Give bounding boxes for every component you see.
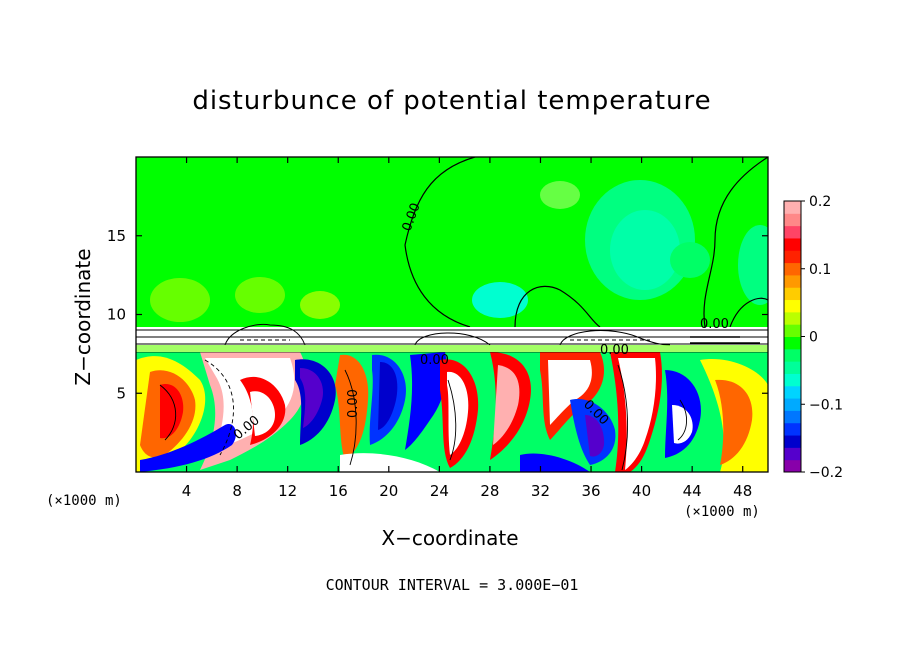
x-tick-label: 20 — [379, 482, 398, 500]
colorbar-swatch — [784, 348, 801, 362]
x-tick-label: 44 — [683, 482, 702, 500]
x-tick-label: 48 — [733, 482, 752, 500]
y-axis-unit: (×1000 m) — [46, 493, 122, 509]
contour-label: 0.00 — [420, 353, 449, 368]
colorbar-tick-label: 0.2 — [809, 194, 831, 210]
chart-title: disturbunce of potential temperature — [192, 86, 712, 116]
interface-band — [136, 323, 768, 352]
colorbar-swatch — [784, 385, 801, 399]
colorbar-swatch — [784, 274, 801, 288]
contour-labels: 0.000.000.000.000.000.00 0.00 — [231, 201, 729, 443]
colorbar-swatch — [784, 447, 801, 461]
lower-field — [136, 352, 768, 472]
colorbar-tick-label: 0 — [809, 330, 818, 346]
colorbar-swatch — [784, 398, 801, 411]
colorbar-tick-label: 0.1 — [809, 262, 831, 278]
colorbar-swatch — [784, 237, 801, 251]
colorbar-swatch — [784, 422, 801, 436]
colorbar-swatch — [784, 324, 801, 337]
colorbar-swatch — [784, 262, 801, 276]
colorbar-swatch — [784, 435, 801, 448]
colorbar-swatch — [784, 299, 801, 313]
y-axis-label: Z−coordinate — [71, 248, 95, 386]
colorbar-swatch — [784, 225, 801, 239]
x-tick-label: 24 — [430, 482, 449, 500]
x-axis-label: X−coordinate — [381, 526, 519, 550]
x-axis: 4 8 12 16 20 24 28 32 36 40 44 48 — [182, 157, 752, 500]
x-tick-label: 32 — [531, 482, 550, 500]
contour-label: 0.00 — [600, 343, 629, 358]
colorbar-swatch — [784, 336, 801, 350]
y-tick-label: 5 — [116, 384, 126, 402]
colorbar-tick-label: −0.2 — [809, 465, 843, 481]
colorbar-tick-label: −0.1 — [809, 397, 843, 413]
colorbar-swatch — [784, 213, 801, 227]
contour-label: 0.00 — [700, 317, 729, 332]
x-tick-label: 40 — [632, 482, 651, 500]
x-tick-label: 16 — [329, 482, 348, 500]
colorbar-swatch — [784, 361, 801, 374]
contour-label: 0.00 — [346, 389, 361, 418]
x-tick-label: 36 — [581, 482, 600, 500]
y-axis: 5 10 15 — [107, 227, 768, 402]
colorbar-swatch — [784, 410, 801, 424]
x-tick-label: 12 — [278, 482, 297, 500]
y-tick-label: 15 — [107, 227, 126, 245]
colorbar-swatch — [784, 373, 801, 387]
colorbar: 0.2 0.1 0 −0.1 −0.2 — [783, 194, 843, 481]
x-tick-label: 4 — [182, 482, 192, 500]
y-tick-label: 10 — [107, 306, 126, 324]
colorbar-swatch — [784, 250, 801, 264]
x-axis-unit: (×1000 m) — [684, 504, 760, 520]
colorbar-swatch — [784, 287, 801, 301]
colorbar-swatch — [784, 311, 801, 325]
contour-interval-footer: CONTOUR INTERVAL = 3.000E−01 — [325, 576, 579, 594]
colorbar-swatch — [784, 201, 801, 214]
x-tick-label: 8 — [232, 482, 242, 500]
upper-field — [136, 157, 768, 327]
colorbar-swatch — [784, 459, 801, 473]
x-tick-label: 28 — [480, 482, 499, 500]
